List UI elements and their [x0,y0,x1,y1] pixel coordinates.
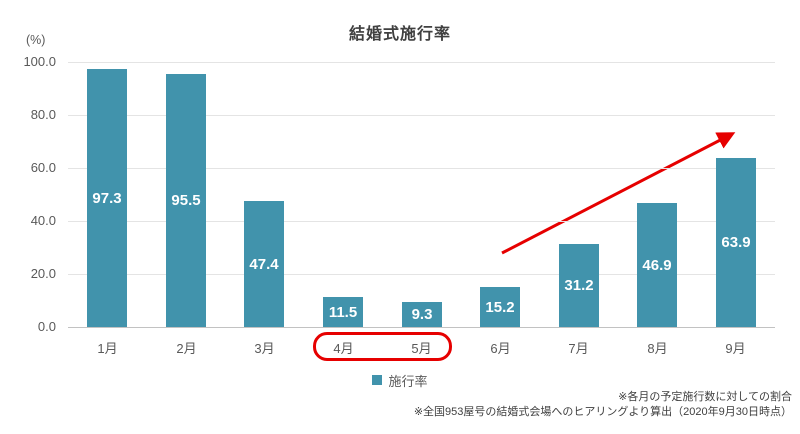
bar: 15.2 [480,287,520,327]
bar-value-label: 97.3 [92,189,122,207]
chart-title: 結婚式施行率 [348,26,451,43]
bar: 46.9 [637,203,677,327]
bar-value-label: 11.5 [328,303,358,321]
bar-value-label: 31.2 [564,277,594,294]
x-tick-label: 5月 [411,341,432,356]
y-tick-label: 80.0 [30,107,56,122]
x-tick-label: 9月 [725,341,746,356]
bar-value-label: 47.4 [249,255,279,273]
gridline [68,274,775,275]
y-tick-label: 40.0 [30,213,56,228]
footnotes: ※各月の予定施行数に対しての割合 ※全国953屋号の結婚式会場へのヒアリングより… [414,390,792,420]
bar: 9.3 [402,302,442,327]
bar: 31.2 [559,244,599,327]
y-tick-label: 100.0 [23,54,56,69]
gridline [68,168,775,169]
x-tick-label: 6月 [490,341,511,356]
bar: 11.5 [323,297,363,327]
legend-swatch-icon [372,375,383,385]
y-tick-label: 60.0 [30,160,56,175]
bar-value-label: 95.5 [171,192,201,209]
x-axis-line [68,327,775,328]
bar-value-label: 63.9 [721,234,751,251]
footnote-line-1: ※各月の予定施行数に対しての割合 [618,391,792,403]
legend: 施行率 [0,372,800,389]
x-tick-label: 3月 [254,341,275,356]
y-tick-label: 20.0 [30,266,56,281]
highlight-rect-april-may [313,332,452,361]
legend-label: 施行率 [388,373,428,389]
y-tick-label: 0.0 [37,319,56,334]
x-tick-label: 8月 [647,341,668,356]
bar-value-label: 9.3 [411,306,433,323]
gridline [68,62,775,63]
bar-value-label: 15.2 [485,298,515,316]
footnote-line-2: ※全国953屋号の結婚式会場へのヒアリングより算出（2020年9月30日時点） [413,406,792,418]
gridline [68,115,775,116]
bar-value-label: 46.9 [642,256,672,274]
x-tick-label: 7月 [568,341,589,356]
y-axis-unit-label: (%) [26,33,46,47]
bar: 95.5 [166,74,206,327]
x-tick-label: 2月 [176,341,197,356]
x-tick-label: 4月 [333,341,354,356]
x-tick-label: 1月 [97,341,118,356]
gridline [68,221,775,222]
bar: 47.4 [244,201,284,327]
bar: 97.3 [87,69,127,327]
bar: 63.9 [716,158,756,327]
